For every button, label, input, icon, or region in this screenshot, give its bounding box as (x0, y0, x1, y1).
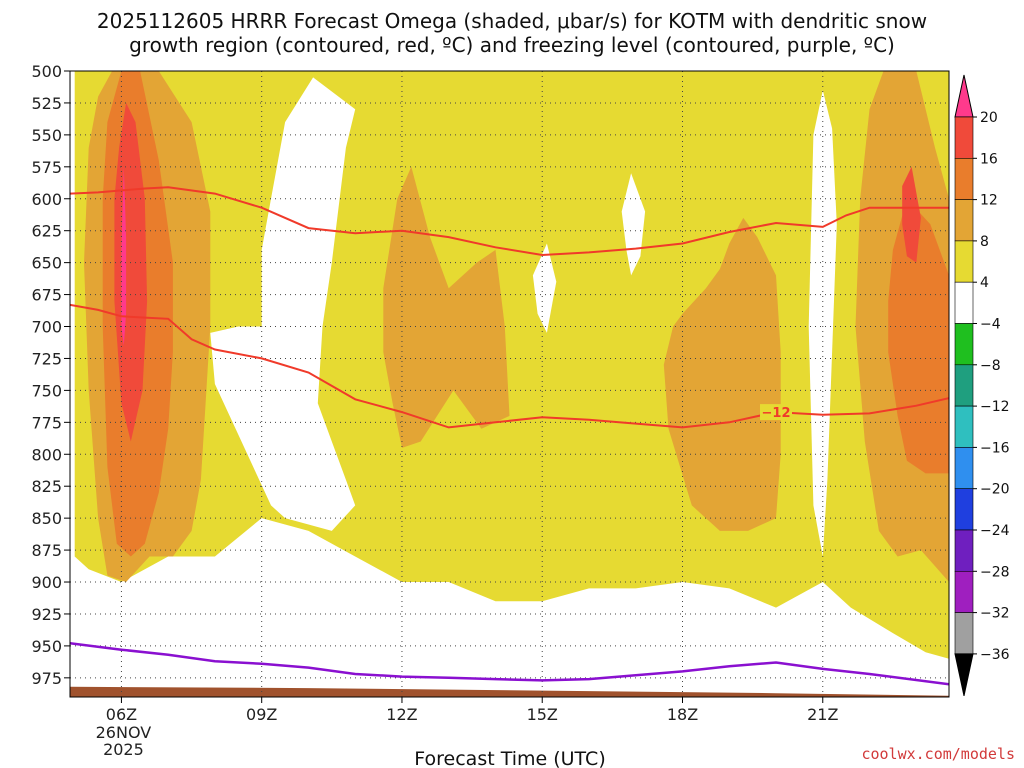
colorbar-segment-4 (954, 240, 974, 283)
colorbar-segment-11 (954, 529, 974, 572)
colorbar-label-11: −28 (980, 564, 1010, 580)
colorbar-label-0: 20 (980, 110, 998, 126)
y-axis: 500 525 550 575 600 625 650 675 700 725 750 775 800 8… (31, 62, 70, 688)
x-tick-label-12Z: 12Z (386, 705, 417, 724)
omega-region-11 (114, 102, 148, 442)
omega-region-2 (532, 243, 557, 333)
y-tick-label-875: 875 (31, 541, 62, 560)
x-tick-sublabel: 26NOV (96, 723, 152, 742)
colorbar-segment-5 (954, 281, 974, 324)
plot-area (70, 71, 949, 697)
freezing-level-line (70, 642, 949, 686)
dgz-contour-0 (70, 186, 949, 257)
omega-region-12 (902, 166, 921, 263)
colorbar-label-5: −4 (980, 317, 1001, 333)
y-tick-label-850: 850 (31, 509, 62, 528)
x-axis-title: Forecast Time (UTC) (414, 748, 605, 768)
plot-frame (69, 70, 950, 698)
y-tick-label-925: 925 (31, 605, 62, 624)
colorbar-label-8: −16 (980, 440, 1010, 456)
y-tick-label-950: 950 (31, 637, 62, 656)
colorbar-label-2: 12 (980, 193, 998, 209)
colorbar-arrow-bottom (954, 653, 974, 697)
colorbar-label-10: −24 (980, 523, 1010, 539)
y-tick-label-525: 525 (31, 94, 62, 113)
colorbar-segment-9 (954, 447, 974, 489)
colorbar-segment-3 (954, 199, 974, 242)
y-tick-label-725: 725 (31, 349, 62, 368)
colorbar-label-13: −36 (980, 647, 1010, 663)
x-tick-label-18Z: 18Z (667, 705, 698, 724)
colorbar-label-1: 16 (980, 151, 998, 167)
colorbar-label-3: 8 (980, 234, 989, 250)
y-tick-label-600: 600 (31, 190, 62, 209)
colorbar-segment-1 (954, 116, 974, 159)
colorbar-label-12: −32 (980, 606, 1010, 622)
x-tick-label-15Z: 15Z (527, 705, 558, 724)
credit-text: coolwx.com/models (861, 745, 1015, 763)
contour-label: −12 (762, 406, 791, 421)
colorbar-segment-13 (954, 612, 974, 655)
x-tick-sublabel: 2025 (103, 740, 144, 759)
y-tick-label-500: 500 (31, 62, 62, 81)
chart-title-line-2: growth region (contoured, red, ºC) and f… (129, 33, 895, 57)
y-tick-label-675: 675 (31, 286, 62, 305)
y-tick-label-825: 825 (31, 477, 62, 496)
y-tick-label-750: 750 (31, 381, 62, 400)
colorbar-label-6: −8 (980, 358, 1001, 374)
omega-region-10 (888, 198, 949, 474)
x-tick-label-09Z: 09Z (246, 705, 277, 724)
chart-title-line-1: 2025112605 HRRR Forecast Omega (shaded, … (97, 9, 927, 33)
colorbar: 20 16 12 8 4 −4 −8 −12 −16 −20 −24 −28 −32 −36 (954, 74, 1010, 697)
omega-region-1 (210, 77, 356, 531)
colorbar-label-4: 4 (980, 275, 989, 291)
y-tick-label-550: 550 (31, 126, 62, 145)
colorbar-segment-12 (954, 570, 974, 613)
colorbar-arrow-top (954, 74, 974, 118)
colorbar-segment-7 (954, 364, 974, 407)
y-tick-label-800: 800 (31, 445, 62, 464)
y-tick-label-775: 775 (31, 413, 62, 432)
y-tick-label-700: 700 (31, 318, 62, 337)
y-tick-label-650: 650 (31, 254, 62, 273)
colorbar-segment-8 (954, 405, 974, 448)
colorbar-label-9: −20 (980, 482, 1010, 498)
colorbar-label-7: −12 (980, 399, 1010, 415)
contour-label-bg (760, 404, 793, 421)
terrain-fill (70, 686, 949, 697)
y-tick-label-975: 975 (31, 669, 62, 688)
omega-region-6 (383, 166, 510, 448)
y-tick-label-900: 900 (31, 573, 62, 592)
y-tick-label-575: 575 (31, 158, 62, 177)
omega-region-4 (808, 90, 837, 557)
colorbar-segment-2 (954, 158, 974, 200)
omega-region-13 (121, 166, 127, 346)
colorbar-segment-10 (954, 488, 974, 531)
y-tick-label-625: 625 (31, 222, 62, 241)
x-tick-label-21Z: 21Z (807, 705, 838, 724)
x-tick-label-06Z: 06Z (106, 705, 137, 724)
colorbar-segment-6 (954, 323, 974, 366)
contour-lines: −12 (70, 186, 949, 686)
omega-region-7 (663, 217, 781, 531)
